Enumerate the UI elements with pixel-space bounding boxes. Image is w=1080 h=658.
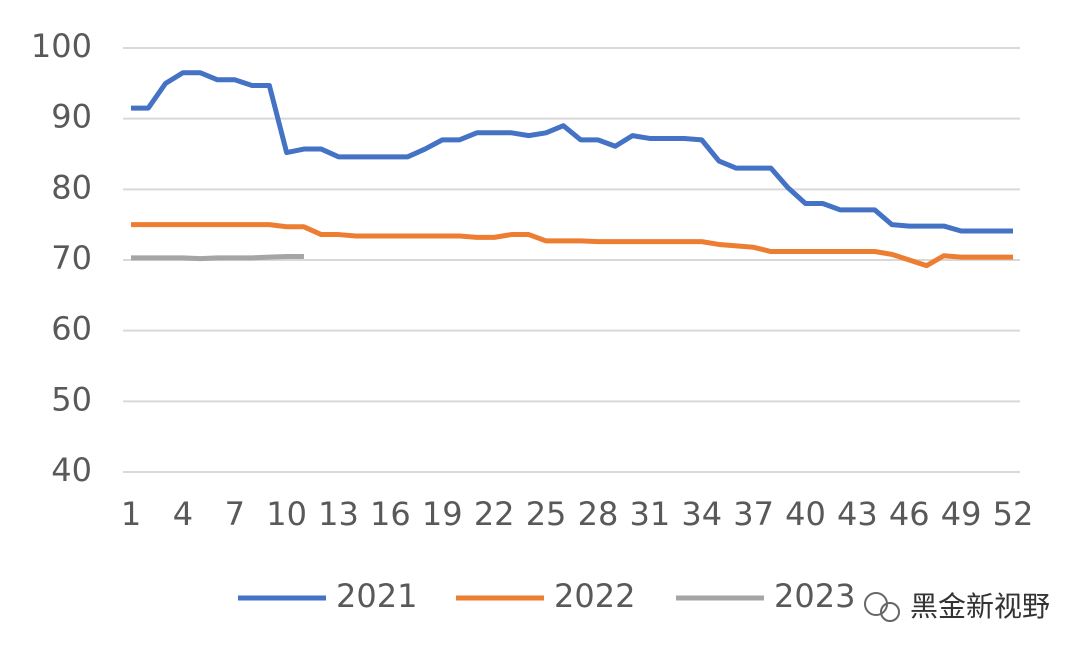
- x-tick-label: 52: [993, 495, 1034, 533]
- y-tick-label: 90: [51, 98, 92, 136]
- x-tick-label: 49: [941, 495, 982, 533]
- x-tick-label: 28: [578, 495, 619, 533]
- y-tick-label: 60: [51, 310, 92, 348]
- x-tick-label: 25: [526, 495, 567, 533]
- y-tick-label: 40: [51, 451, 92, 489]
- x-tick-label: 46: [889, 495, 930, 533]
- x-tick-label: 1: [121, 495, 141, 533]
- y-tick-label: 100: [31, 27, 92, 65]
- watermark-text: 黑金新视野: [910, 590, 1050, 623]
- watermark: 黑金新视野: [864, 590, 1050, 623]
- x-tick-label: 7: [225, 495, 245, 533]
- y-tick-label: 70: [51, 239, 92, 277]
- x-tick-label: 22: [474, 495, 515, 533]
- watermark-icon: [864, 592, 888, 616]
- watermark-icon: [880, 602, 900, 622]
- x-tick-label: 43: [837, 495, 878, 533]
- x-tick-label: 4: [173, 495, 193, 533]
- x-tick-label: 37: [733, 495, 774, 533]
- x-tick-label: 31: [629, 495, 670, 533]
- x-tick-label: 13: [318, 495, 359, 533]
- series-line: [131, 70, 1013, 234]
- legend-label: 2021: [336, 577, 417, 615]
- x-tick-label: 40: [785, 495, 826, 533]
- y-tick-label: 80: [51, 168, 92, 206]
- series-line: [131, 222, 1013, 269]
- x-tick-label: 16: [370, 495, 411, 533]
- x-tick-label: 19: [422, 495, 463, 533]
- x-tick-label: 34: [681, 495, 722, 533]
- y-tick-label: 50: [51, 380, 92, 418]
- legend-label: 2022: [554, 577, 635, 615]
- series-line: [131, 253, 304, 262]
- legend-label: 2023: [774, 577, 855, 615]
- x-tick-label: 10: [266, 495, 307, 533]
